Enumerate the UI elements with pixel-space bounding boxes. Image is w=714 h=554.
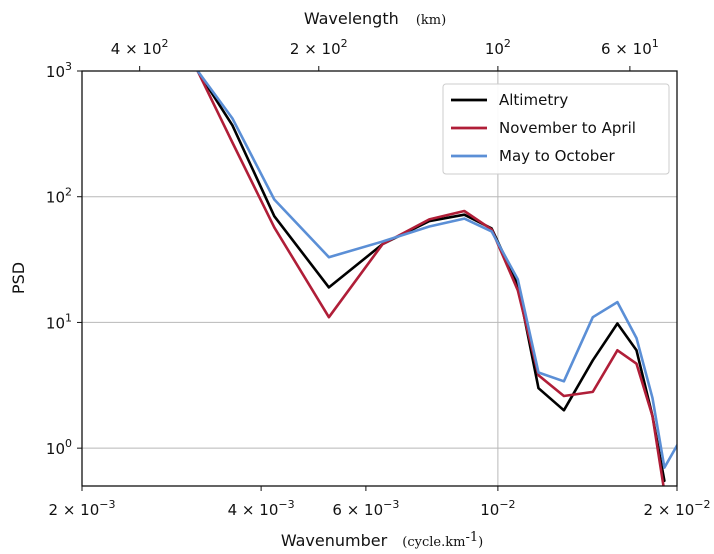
x-axis-title: Wavenumber (cycle.km-1)	[281, 530, 483, 550]
top-axis-title: Wavelength (km)	[304, 9, 446, 28]
series-lines	[196, 71, 677, 486]
legend-label-1: Altimetry	[499, 91, 568, 109]
legend-label-3: May to October	[499, 147, 615, 165]
y-axis-title: PSD	[9, 262, 28, 294]
legend: Altimetry November to April May to October	[442, 83, 670, 175]
top-x-tick-label: 4 × 102	[111, 37, 169, 58]
x-axis-unit-sup: -1	[465, 530, 478, 545]
x-axis-title-text: Wavenumber	[281, 531, 388, 550]
series-line-3	[196, 71, 677, 469]
x-tick-labels: 2 × 10−3 4 × 10−3 6 × 10−3 10−2 2 × 10−2	[49, 486, 711, 519]
x-axis-unit: (cycle.km	[402, 535, 465, 550]
x-tick-label: 2 × 10−3	[49, 498, 116, 519]
top-x-tick-label: 2 × 102	[290, 37, 348, 58]
x-axis-unit-end: )	[478, 535, 483, 550]
top-x-tick-label: 6 × 101	[601, 37, 659, 58]
series-line-2	[196, 71, 665, 486]
top-x-tick-label: 102	[485, 37, 511, 58]
x-tick-label: 2 × 10−2	[644, 498, 711, 519]
x-tick-label: 6 × 10−3	[332, 498, 399, 519]
top-axis-title-text: Wavelength	[304, 9, 399, 28]
top-axis-unit: (km)	[416, 13, 446, 28]
legend-box	[442, 83, 670, 175]
legend-label-2: November to April	[499, 119, 636, 137]
y-tick-label: 100	[46, 437, 72, 458]
x-tick-label: 4 × 10−3	[228, 498, 295, 519]
y-tick-label: 102	[46, 186, 72, 207]
y-tick-label: 101	[46, 311, 72, 332]
x-tick-label: 10−2	[480, 498, 515, 519]
plot-frame	[81, 70, 678, 487]
top-x-tick-labels: 4 × 102 2 × 102 102 6 × 101	[111, 37, 659, 71]
y-tick-label: 103	[46, 60, 72, 81]
y-tick-labels: 103 102 101 100	[46, 60, 82, 458]
